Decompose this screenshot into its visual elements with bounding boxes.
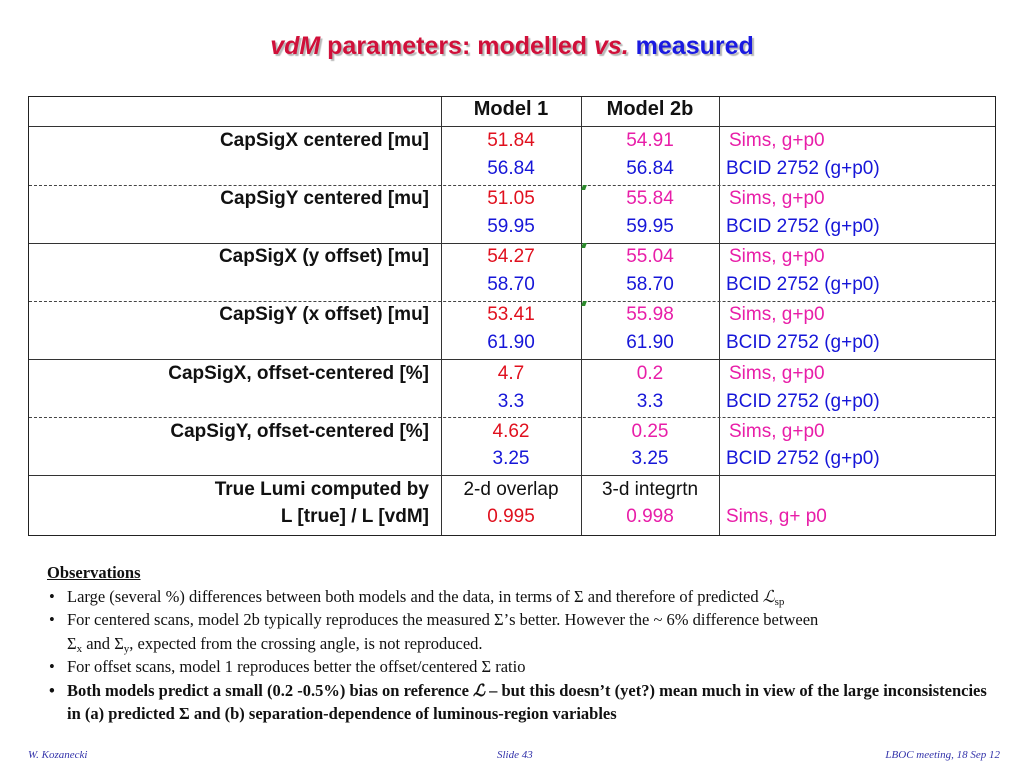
source-label: Sims, g+p0	[729, 421, 825, 442]
model2b-value: 55.98	[626, 304, 674, 325]
model1-value: 4.62	[492, 421, 530, 442]
model2b-value: 54.91	[626, 130, 674, 151]
model2b-method: 3-d integrtn	[601, 479, 699, 500]
title-part2: modelled	[477, 32, 587, 60]
lumi-label-line2: L [true] / L [vdM]	[280, 506, 429, 527]
source-label: BCID 2752 (g+p0)	[726, 158, 880, 179]
model2b-value: 0.2	[636, 363, 664, 384]
model1-value: 53.41	[487, 304, 535, 325]
sigma-symbol: Σ	[114, 633, 124, 653]
footer-author: W. Kozanecki	[28, 749, 88, 761]
source-label: BCID 2752 (g+p0)	[726, 448, 880, 469]
model1-value: 4.7	[497, 363, 525, 384]
row-divider	[29, 475, 995, 476]
model2b-value: 3.3	[636, 391, 664, 412]
source-label: Sims, g+p0	[729, 304, 825, 325]
model1-value: 61.90	[487, 332, 535, 353]
model2b-value: 3.25	[631, 448, 669, 469]
model2b-value: 61.90	[626, 332, 674, 353]
observations-section: Observations Large (several %) differenc…	[47, 561, 997, 726]
row-label: CapSigY, offset-centered [%]	[170, 421, 429, 442]
source-label: Sims, g+p0	[729, 130, 825, 151]
source-label: BCID 2752 (g+p0)	[726, 216, 880, 237]
row-divider-dashed	[29, 417, 995, 418]
source-label: BCID 2752 (g+p0)	[726, 274, 880, 295]
row-label: CapSigY (x offset) [mu]	[219, 304, 429, 325]
model1-value: 54.27	[487, 246, 535, 267]
row-label: CapSigX, offset-centered [%]	[168, 363, 429, 384]
row-label: CapSigX centered [mu]	[219, 130, 429, 151]
title-vs: vs.	[593, 32, 629, 60]
observation-item: Both models predict a small (0.2 -0.5%) …	[47, 679, 997, 726]
source-label: Sims, g+ p0	[726, 506, 827, 527]
source-label: Sims, g+p0	[729, 188, 825, 209]
title-vdm: vdM	[270, 32, 321, 60]
slide-title: vdM parameters: modelled vs. measured	[0, 32, 1024, 61]
footer-slide-number: Slide 43	[497, 749, 533, 761]
observation-text: , expected from the crossing angle, is n…	[129, 633, 483, 653]
column-divider	[581, 97, 582, 535]
observation-text: For offset scans, model 1 reproduces bet…	[67, 657, 526, 676]
observation-text: Both models predict a small (0.2 -0.5%) …	[67, 680, 474, 700]
model2b-value: 58.70	[626, 274, 674, 295]
model2b-value: 56.84	[626, 158, 674, 179]
title-part1: parameters:	[327, 32, 471, 60]
observation-item: Large (several %) differences between bo…	[47, 585, 997, 609]
column-divider	[441, 97, 442, 535]
model1-value: 56.84	[487, 158, 535, 179]
row-divider	[29, 243, 995, 244]
row-label: CapSigY centered [mu]	[220, 188, 429, 209]
model1-method: 2-d overlap	[463, 479, 559, 500]
model1-value: 3.25	[492, 448, 530, 469]
luminosity-symbol: ℒ	[473, 680, 485, 700]
model2b-value: 0.25	[631, 421, 669, 442]
comparison-table: Model 1 Model 2b CapSigX centered [mu] 5…	[28, 96, 996, 536]
model1-value: 51.84	[487, 130, 535, 151]
footer-meeting: LBOC meeting, 18 Sep 12	[885, 749, 1000, 761]
model2b-value: 59.95	[626, 216, 674, 237]
row-label: CapSigX (y offset) [mu]	[218, 246, 429, 267]
row-divider-dashed	[29, 185, 995, 186]
observation-item: For offset scans, model 1 reproduces bet…	[47, 655, 997, 679]
row-divider-dashed	[29, 301, 995, 302]
observations-heading: Observations	[47, 563, 141, 582]
lumi-label-line1: True Lumi computed by	[214, 479, 429, 500]
observation-text: Large (several %) differences between bo…	[67, 586, 763, 606]
model1-value: 51.05	[487, 188, 535, 209]
model2b-lumi-value: 0.998	[626, 506, 674, 527]
observation-text: and	[82, 633, 115, 653]
title-part3: measured	[635, 32, 754, 60]
luminosity-symbol: ℒ	[762, 586, 775, 606]
sigma-symbol: Σ	[67, 633, 77, 653]
column-divider	[719, 97, 720, 535]
subscript: x	[76, 642, 83, 655]
source-label: BCID 2752 (g+p0)	[726, 391, 880, 412]
observation-item: For centered scans, model 2b typically r…	[47, 608, 997, 655]
model1-value: 59.95	[487, 216, 535, 237]
source-label: Sims, g+p0	[729, 363, 825, 384]
subscript: sp	[774, 595, 785, 608]
observation-text: – but this doesn’t (yet?) mean much in v…	[67, 680, 987, 724]
model1-lumi-value: 0.995	[487, 506, 535, 527]
source-label: BCID 2752 (g+p0)	[726, 332, 880, 353]
header-model-2b: Model 2b	[606, 98, 694, 120]
observation-text: For centered scans, model 2b typically r…	[67, 610, 819, 629]
model1-value: 3.3	[497, 391, 525, 412]
subscript: y	[123, 642, 130, 655]
source-label: Sims, g+p0	[729, 246, 825, 267]
row-divider	[29, 126, 995, 127]
model1-value: 58.70	[487, 274, 535, 295]
header-model-1: Model 1	[473, 98, 549, 120]
row-divider	[29, 359, 995, 360]
model2b-value: 55.84	[626, 188, 674, 209]
model2b-value: 55.04	[626, 246, 674, 267]
